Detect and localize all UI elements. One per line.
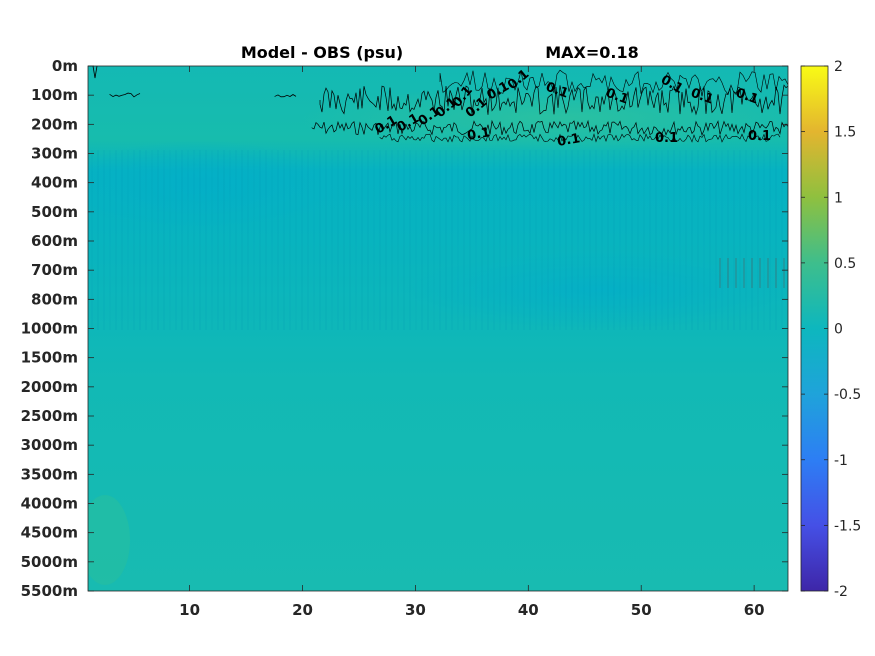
contour-value-label: 0.1 [556,131,581,150]
y-tick-label: 800m [31,290,78,308]
colorbar-tick-label: -2 [834,584,848,600]
contour-line-top [439,69,788,95]
colorbar [800,65,829,592]
positive-anomaly-deep [88,495,130,585]
y-tick-label: 2000m [21,378,78,396]
contour-value-label: 0.1 [544,80,571,102]
y-tick-label: 200m [31,115,78,133]
x-tick-label: 10 [179,601,200,619]
colorbar-tick-label: -1 [834,453,848,469]
colorbar-tick-label: 0.5 [834,256,856,272]
y-tick-label: 3000m [21,436,78,454]
y-tick-label: 400m [31,174,78,192]
contour-line-edge [92,66,98,79]
x-tick-label: 20 [292,601,313,619]
contour-value-label: 0.1 [655,131,678,146]
contour-value-label: 0.1 [604,86,631,108]
y-tick-label: 5500m [21,582,78,600]
contour-lines [92,66,788,143]
x-axis: 10 20 30 40 50 60 [179,66,765,619]
contour-value-label: 0.1 [466,125,491,144]
y-tick-label: 100m [31,86,78,104]
y-tick-label: 1500m [21,349,78,367]
x-tick-label: 30 [405,601,426,619]
x-tick-label: 50 [631,601,652,619]
contour-line-lower [311,119,788,136]
colorbar-tick-label: 1.5 [834,125,856,141]
negative-anomaly-mid [400,250,788,330]
y-axis: 0m 100m 200m 300m 400m 500m 600m 700m 800m 1000m 1… [21,57,788,600]
contour-line-small [274,94,297,98]
colorbar-tick-label: 1 [834,190,843,206]
colorbar-tick-label: 0 [834,322,843,338]
y-tick-label: 500m [31,203,78,221]
contour-value-label: 0.1 [734,86,761,108]
y-tick-label: 700m [31,261,78,279]
y-tick-label: 300m [31,145,78,163]
x-tick-label: 60 [744,601,765,619]
colorbar-tick-label: 2 [834,59,843,75]
colorbar-axis: 2 1.5 1 0.5 0 -0.5 -1 -1.5 -2 [801,59,861,600]
y-tick-label: 1000m [21,320,78,338]
contour-line-upper [319,84,788,116]
y-tick-label: 3500m [21,465,78,483]
vertical-streaks [91,150,785,330]
y-tick-label: 600m [31,232,78,250]
contour-line-small [109,92,141,98]
negative-anomaly-upper [88,140,340,230]
y-tick-label: 0m [52,57,78,75]
max-annotation: MAX=0.18 [545,43,639,62]
colorbar-tick-label: -1.5 [834,518,861,534]
contour-line-base [379,133,781,143]
y-tick-label: 5000m [21,553,78,571]
chart-title: Model - OBS (psu) [241,43,403,62]
contour-value-label: 0.1 [689,86,716,108]
y-tick-label: 2500m [21,407,78,425]
x-tick-label: 40 [518,601,539,619]
y-tick-label: 4500m [21,524,78,542]
y-tick-label: 4000m [21,495,78,513]
colorbar-tick-label: -0.5 [834,387,861,403]
contour-value-label: 0.1 [748,129,771,144]
plot-area: 0.10.10.10.10.10.10.10.1 0.10.10.10.10.1 0… [88,66,788,591]
